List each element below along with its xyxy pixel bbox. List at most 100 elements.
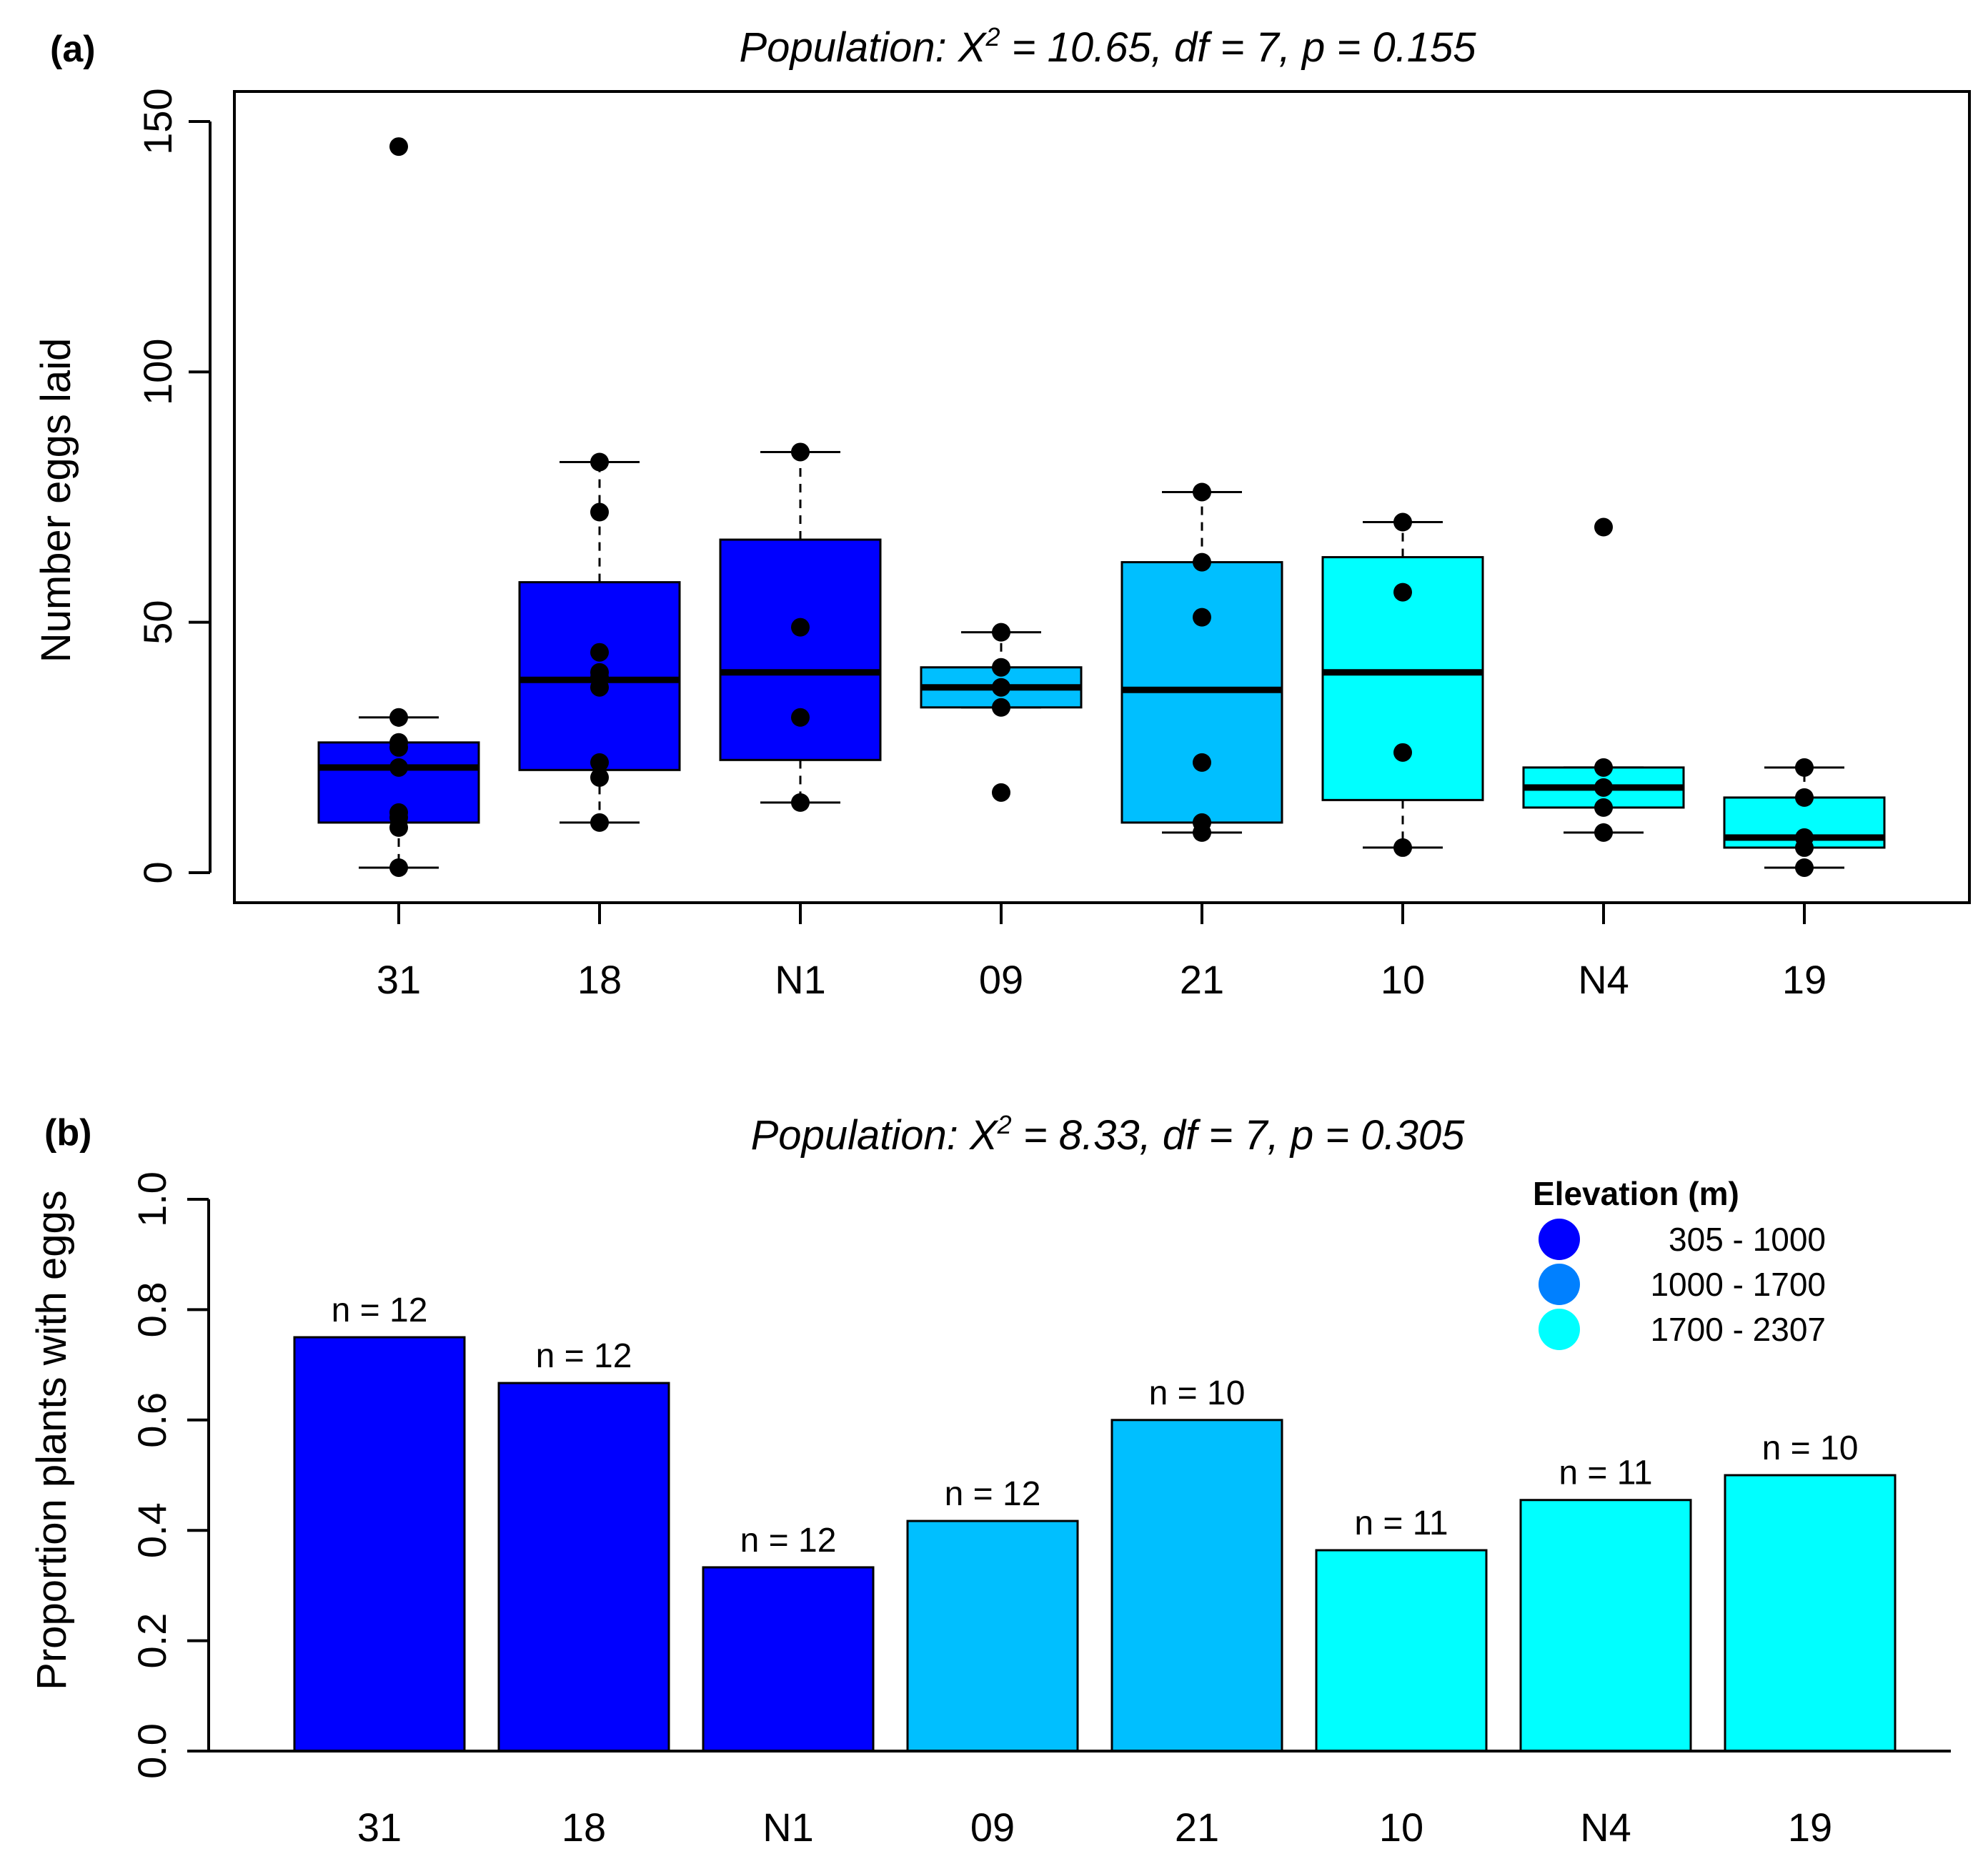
data-point [1795,838,1814,857]
panel-a-y-tick-label: 50 [135,600,180,645]
panel-a-y-tick-label: 100 [135,339,180,405]
bar-n-label: n = 12 [740,1522,837,1560]
data-point [1594,758,1613,777]
bar-09 [906,1519,1079,1752]
panel-a-x-tick-label: 19 [1782,957,1827,1002]
data-point [1193,608,1211,627]
data-point [791,442,810,462]
bar-n-label: n = 10 [1762,1429,1859,1467]
panel-a-x-axis: 31 18 N1 09 21 10 N4 19 [377,901,1827,1002]
bar-n-label: n = 12 [332,1292,428,1329]
bar-N1 [702,1566,875,1752]
panel-b-x-tick-label: 21 [1175,1805,1219,1850]
panel-a-x-tick-label: N4 [1578,957,1629,1002]
panel-b-x-axis: 31 18 N1 09 21 10 N4 19 [209,1750,1951,1850]
data-point [389,858,408,877]
panel-b-title-prefix: Population: X [751,1112,999,1159]
legend-label-mid: 1000 - 1700 [1650,1266,1826,1303]
legend-title: Elevation (m) [1533,1175,1739,1212]
bar-n-label: n = 12 [945,1475,1041,1513]
panel-b-x-tick-label: 19 [1788,1805,1832,1850]
data-point [1393,512,1412,532]
data-point [992,678,1010,697]
panel-b-y-tick-label: 1.0 [129,1171,174,1227]
panel-b-x-tick-label: N4 [1580,1805,1631,1850]
data-point [1594,517,1613,537]
panel-b-y-tick-label: 0.2 [129,1613,174,1669]
data-point [992,623,1010,642]
bar-n-label: n = 11 [1559,1454,1652,1492]
data-point [1193,753,1211,772]
data-point [992,698,1010,717]
bar-n-label: n = 11 [1354,1504,1448,1542]
box-group-10 [1321,512,1484,857]
data-point [1594,778,1613,797]
panel-b-legend: Elevation (m) 305 - 1000 1000 - 1700 170… [1533,1175,1826,1350]
bar-N4 [1519,1499,1692,1752]
panel-b-barchart: (b) Population: X2 = 8.33, df = 7, p = 0… [29,1110,1951,1850]
panel-b-y-axis: 0.0 0.2 0.4 0.6 0.8 1.0 [129,1171,210,1779]
data-point [590,452,609,472]
data-point [590,502,609,522]
data-point [590,768,609,787]
data-point [992,783,1010,802]
bar-n-label: n = 10 [1149,1374,1246,1412]
box-group-21 [1120,482,1283,842]
panel-a-label: (a) [50,29,96,70]
data-point [389,708,408,727]
data-point [1393,743,1412,762]
panel-b-x-tick-label: 18 [562,1805,606,1850]
panel-a-x-tick-label: 10 [1381,957,1425,1002]
panel-b-y-tick-label: 0.4 [129,1502,174,1558]
legend-swatch-low [1539,1219,1580,1260]
panel-b-y-tick-label: 0.6 [129,1392,174,1448]
legend-swatch-high [1539,1309,1580,1350]
panel-a-boxes [317,137,1886,877]
panel-a-x-tick-label: 18 [577,957,622,1002]
panel-a-title-sup: 2 [985,22,1000,51]
data-point [1795,758,1814,777]
data-point [590,813,609,832]
data-point [389,818,408,837]
panel-a-x-tick-label: 31 [377,957,421,1002]
data-point [1393,838,1412,857]
panel-a-boxplot: (a) Population: X2 = 10.65, df = 7, p = … [33,22,1971,1002]
panel-a-x-tick-label: N1 [775,957,826,1002]
bar-10 [1315,1549,1488,1752]
panel-a-x-tick-label: 09 [979,957,1023,1002]
legend-label-high: 1700 - 2307 [1650,1311,1826,1348]
legend-entry-low: 305 - 1000 [1539,1219,1826,1260]
bar-31 [293,1336,466,1752]
data-point [992,658,1010,677]
data-point [1193,482,1211,502]
panel-b-title: Population: X2 = 8.33, df = 7, p = 0.305 [751,1110,1465,1159]
legend-label-low: 305 - 1000 [1669,1221,1826,1258]
box-group-N1 [719,442,882,812]
data-point [389,137,408,157]
legend-entry-high: 1700 - 2307 [1539,1309,1826,1350]
bar-18 [497,1382,670,1752]
data-point [1594,823,1613,842]
box-group-31 [317,137,480,877]
box-group-09 [920,623,1083,802]
panel-b-x-tick-label: 31 [357,1805,402,1850]
data-point [1795,858,1814,877]
bar-n-label: n = 12 [536,1337,632,1375]
box-iqr [719,538,882,761]
box-group-19 [1723,758,1886,877]
panel-a-title-suffix: = 10.65, df = 7, p = 0.155 [1000,24,1477,71]
data-point [389,758,408,777]
data-point [791,618,810,637]
data-point [590,678,609,697]
panel-b-y-tick-label: 0.8 [129,1281,174,1337]
data-point [1393,582,1412,602]
panel-b-x-tick-label: 09 [970,1805,1015,1850]
data-point [1594,798,1613,817]
panel-b-y-tick-label: 0.0 [129,1723,174,1779]
box-group-N4 [1522,517,1685,842]
panel-a-title-prefix: Population: X [740,24,988,71]
panel-a-title: Population: X2 = 10.65, df = 7, p = 0.15… [740,22,1477,71]
data-point [1795,788,1814,807]
panel-b-label: (b) [44,1112,91,1154]
